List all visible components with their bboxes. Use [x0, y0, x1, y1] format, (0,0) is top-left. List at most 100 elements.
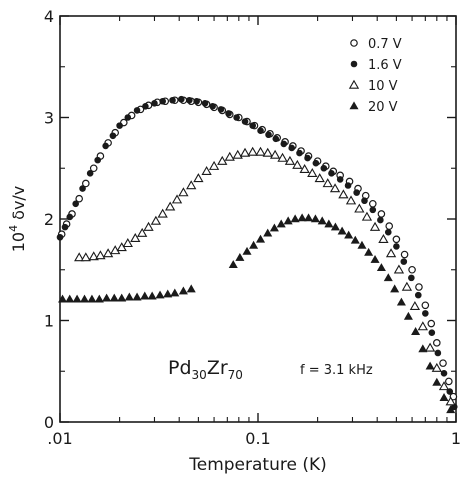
data-point: [61, 223, 69, 231]
data-point: [439, 393, 449, 401]
data-point: [400, 258, 408, 265]
data-point: [392, 235, 401, 244]
data-point: [169, 96, 176, 104]
data-point: [288, 144, 296, 152]
data-point: [124, 114, 132, 121]
data-point: [178, 95, 185, 103]
data-point: [324, 219, 334, 228]
data-point: [304, 213, 314, 222]
data-point: [170, 288, 180, 297]
legend-marker: [348, 79, 360, 89]
data-point: [304, 154, 311, 162]
data-point: [217, 106, 225, 113]
data-point: [133, 107, 141, 114]
data-point: [155, 290, 165, 299]
data-point: [157, 208, 168, 218]
y-tick-label: 2: [44, 210, 54, 229]
data-point: [390, 284, 400, 293]
data-point: [122, 238, 133, 248]
data-point: [102, 248, 114, 258]
data-point: [225, 110, 232, 117]
x-tick-label: .01: [47, 429, 72, 448]
data-point: [330, 222, 340, 231]
data-point: [345, 195, 357, 205]
data-point: [94, 294, 104, 303]
data-point: [269, 223, 279, 232]
data-point: [151, 99, 158, 107]
data-point: [109, 293, 119, 302]
data-point: [401, 281, 413, 291]
data-point: [87, 294, 97, 303]
data-point: [376, 263, 386, 272]
data-point: [171, 194, 183, 204]
data-point: [377, 216, 384, 224]
series-2: [56, 95, 458, 411]
data-point: [193, 173, 204, 183]
data-point: [265, 131, 272, 139]
data-point: [165, 201, 176, 211]
data-point: [383, 273, 393, 282]
material-annotation: Pd30Zr70: [168, 357, 243, 382]
data-point: [256, 234, 266, 243]
x-tick-label: 1: [451, 429, 460, 448]
data-point: [142, 103, 149, 110]
data-point: [353, 189, 360, 196]
data-point: [320, 164, 328, 172]
data-point: [408, 265, 416, 274]
data-point: [255, 146, 266, 156]
data-point: [102, 293, 112, 302]
data-point: [290, 214, 300, 223]
data-point: [235, 252, 245, 261]
data-point: [94, 156, 101, 164]
data-point: [263, 228, 273, 237]
data-point: [284, 155, 296, 165]
data-point: [361, 197, 368, 205]
data-point: [445, 377, 453, 386]
data-point: [368, 199, 377, 208]
data-point: [385, 248, 397, 258]
data-point: [193, 97, 200, 105]
data-point: [280, 140, 288, 148]
legend-marker: [350, 60, 358, 68]
data-point: [82, 179, 90, 188]
data-point: [431, 362, 442, 372]
data-point: [217, 155, 228, 165]
data-point: [56, 233, 64, 241]
data-point: [201, 165, 212, 175]
data-point: [140, 291, 150, 300]
data-point: [425, 361, 435, 370]
data-point: [239, 147, 251, 157]
data-point: [75, 194, 83, 203]
data-point: [344, 182, 352, 189]
legend-item: 20 V: [349, 100, 398, 115]
data-point: [80, 252, 91, 262]
data-point: [209, 103, 216, 110]
data-point: [421, 301, 430, 310]
data-point: [124, 292, 134, 301]
y-tick-label: 0: [44, 413, 54, 432]
data-point: [132, 292, 142, 301]
data-point: [116, 122, 123, 129]
data-point: [307, 168, 318, 178]
data-point: [417, 321, 428, 331]
data-point: [95, 250, 106, 260]
data-point: [208, 160, 220, 170]
data-point: [88, 251, 99, 261]
data-point: [299, 163, 310, 173]
data-point: [86, 170, 94, 177]
series-3: [74, 146, 456, 406]
data-point: [338, 189, 349, 199]
data-point: [297, 213, 307, 222]
data-point: [163, 289, 173, 298]
data-point: [369, 221, 381, 231]
y-tick-label: 1: [44, 312, 54, 331]
data-point: [411, 327, 421, 335]
data-point: [408, 274, 415, 282]
data-point: [322, 178, 333, 188]
y-tick-label: 3: [44, 109, 54, 128]
legend-label: 0.7 V: [368, 37, 402, 52]
data-point: [201, 99, 209, 107]
data-point: [350, 235, 360, 244]
data-point: [276, 219, 286, 228]
